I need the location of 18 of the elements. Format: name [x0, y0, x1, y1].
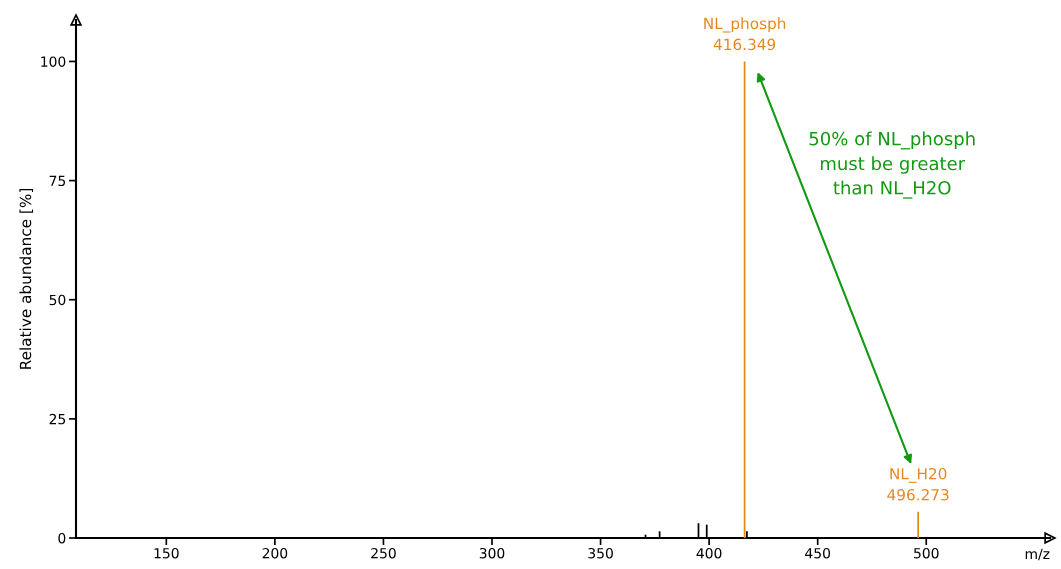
- x-tick-label: 350: [588, 547, 613, 559]
- annotation: 50% of NL_phosph must be greater than NL_H2O: [809, 131, 975, 199]
- x-tick-label: 150: [154, 547, 179, 559]
- x-tick-label: 400: [696, 547, 722, 559]
- x-axis-title: m/z: [1025, 548, 1050, 561]
- y-tick-label: 100: [41, 56, 66, 67]
- x-tick-label: 450: [805, 547, 831, 559]
- x-tick-label: 250: [371, 547, 396, 559]
- x-tick-label: 200: [262, 547, 288, 559]
- annotation: NL_phosph 416.349: [704, 17, 786, 51]
- x-tick-label: 500: [914, 547, 939, 559]
- y-axis-title: Relative abundance [%]: [19, 188, 34, 369]
- y-tick-label: 0: [58, 532, 66, 544]
- y-tick-label: 25: [49, 413, 66, 425]
- annotation: NL_H20 496.273: [887, 467, 949, 501]
- y-tick-label: 50: [49, 294, 66, 306]
- x-tick-label: 300: [479, 547, 505, 559]
- y-tick-label: 75: [49, 175, 66, 187]
